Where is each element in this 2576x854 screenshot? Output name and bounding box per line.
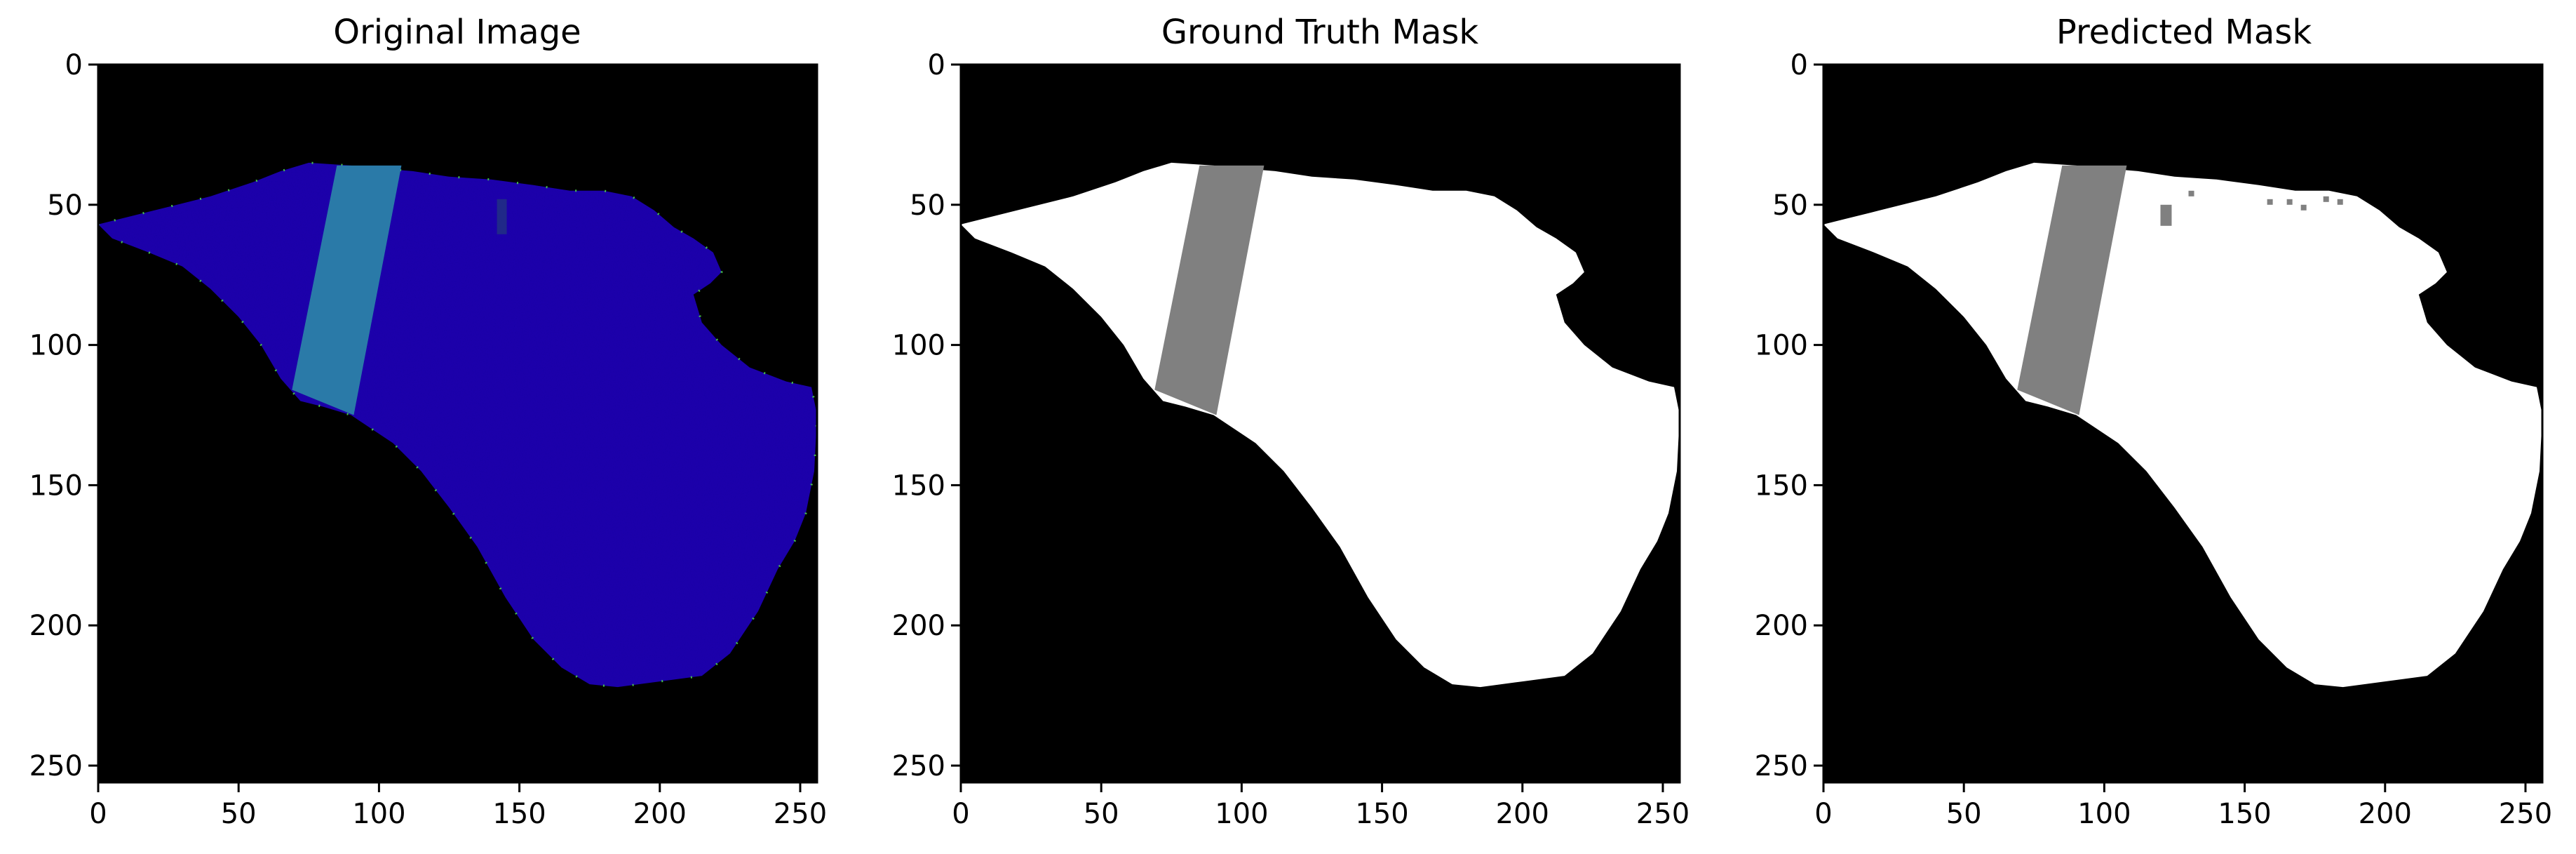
x-tick-label: 250 bbox=[1636, 798, 1690, 830]
y-tick-label: 50 bbox=[47, 189, 83, 222]
y-tick-label: 250 bbox=[1755, 750, 1808, 782]
mask-speckle bbox=[2337, 199, 2343, 205]
y-tick-label: 200 bbox=[1755, 610, 1808, 642]
x-tick-label: 0 bbox=[89, 798, 107, 830]
image-content bbox=[96, 161, 818, 688]
mask-speckle bbox=[2160, 204, 2172, 226]
x-tick-label: 150 bbox=[492, 798, 546, 830]
y-axis: 0 50 100 150 200 250 bbox=[29, 49, 98, 782]
axes-frame bbox=[959, 63, 1681, 784]
axes-frame bbox=[1822, 63, 2544, 784]
panel-original-image: Original Image 0 50 100 150 200 250 0 50 100 150… bbox=[29, 13, 828, 830]
y-axis: 0 50 100 150 200 250 bbox=[1755, 49, 1823, 782]
stripe-band bbox=[292, 165, 402, 415]
y-tick-label: 150 bbox=[892, 469, 945, 502]
panel-ground-truth-mask: Ground Truth Mask 0 50 100 150 200 250 0 50 100… bbox=[892, 13, 1690, 830]
x-axis: 0 50 100 150 200 250 bbox=[1814, 782, 2552, 830]
x-tick-label: 200 bbox=[2359, 798, 2412, 830]
mask-speckle bbox=[2300, 204, 2307, 211]
x-tick-label: 50 bbox=[1084, 798, 1119, 830]
y-tick-label: 250 bbox=[892, 750, 945, 782]
panel-title: Ground Truth Mask bbox=[1161, 13, 1479, 52]
panel-predicted-mask: Predicted Mask 0 50 100 150 200 250 0 50 100 150… bbox=[1755, 13, 2553, 830]
mask-speckle bbox=[2188, 190, 2194, 196]
x-tick-label: 200 bbox=[633, 798, 687, 830]
panel-title: Predicted Mask bbox=[2056, 13, 2312, 52]
x-tick-label: 250 bbox=[2499, 798, 2552, 830]
x-tick-label: 250 bbox=[774, 798, 827, 830]
x-tick-label: 0 bbox=[1814, 798, 1832, 830]
dark-streak bbox=[497, 199, 507, 234]
x-tick-label: 100 bbox=[1215, 798, 1268, 830]
x-tick-label: 200 bbox=[1496, 798, 1549, 830]
x-tick-label: 50 bbox=[221, 798, 257, 830]
y-tick-label: 50 bbox=[1772, 189, 1808, 222]
x-tick-label: 150 bbox=[1355, 798, 1408, 830]
x-tick-label: 100 bbox=[352, 798, 405, 830]
image-content bbox=[961, 162, 1680, 688]
y-tick-label: 100 bbox=[1755, 330, 1808, 362]
mask-speckle bbox=[2286, 199, 2293, 205]
stripe-band bbox=[2017, 165, 2127, 415]
axes-frame bbox=[97, 63, 818, 784]
y-tick-label: 0 bbox=[928, 49, 945, 81]
y-tick-label: 150 bbox=[29, 469, 83, 502]
x-tick-label: 100 bbox=[2077, 798, 2131, 830]
x-tick-label: 0 bbox=[952, 798, 969, 830]
y-tick-label: 100 bbox=[29, 330, 83, 362]
y-tick-label: 250 bbox=[29, 750, 83, 782]
y-tick-label: 0 bbox=[65, 49, 83, 81]
mask-speckle bbox=[2323, 196, 2329, 202]
region-shape bbox=[98, 162, 817, 688]
x-tick-label: 50 bbox=[1946, 798, 1982, 830]
y-tick-label: 50 bbox=[910, 189, 945, 222]
y-tick-label: 200 bbox=[892, 610, 945, 642]
region-shape bbox=[961, 162, 1680, 688]
image-content bbox=[1823, 162, 2542, 688]
x-tick-label: 150 bbox=[2218, 798, 2271, 830]
y-axis: 0 50 100 150 200 250 bbox=[892, 49, 961, 782]
y-tick-label: 200 bbox=[29, 610, 83, 642]
panel-title: Original Image bbox=[333, 13, 581, 52]
stripe-band bbox=[1154, 165, 1265, 415]
mask-speckle bbox=[2267, 199, 2273, 205]
x-axis: 0 50 100 150 200 250 bbox=[952, 782, 1690, 830]
x-axis: 0 50 100 150 200 250 bbox=[89, 782, 827, 830]
region-shape bbox=[1823, 162, 2542, 688]
y-tick-label: 150 bbox=[1755, 469, 1808, 502]
y-tick-label: 0 bbox=[1791, 49, 1808, 81]
y-tick-label: 100 bbox=[892, 330, 945, 362]
